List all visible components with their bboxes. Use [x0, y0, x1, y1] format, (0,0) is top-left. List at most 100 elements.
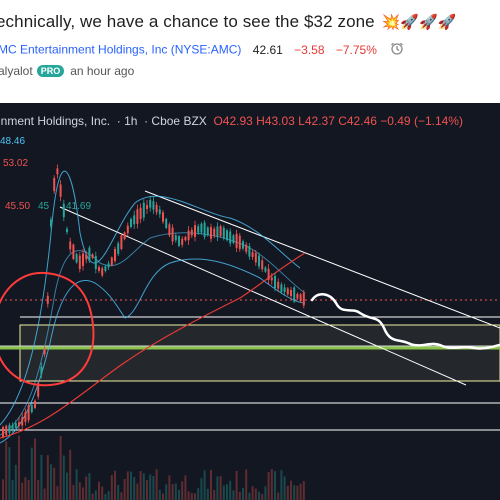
- symbol-link[interactable]: (NYSE:AMC): [170, 42, 242, 57]
- volume-bar: [190, 493, 193, 500]
- ticker-line: MC Entertainment Holdings, Inc (NYSE:AMC…: [0, 42, 404, 59]
- volume-bar: [149, 474, 152, 500]
- volume-bar: [235, 470, 238, 500]
- post-title: echnically, we have a chance to see the …: [0, 12, 457, 32]
- candle-body: [206, 227, 209, 236]
- volume-bar: [120, 492, 123, 500]
- volume-bar: [146, 480, 148, 500]
- volume-bar: [78, 482, 81, 500]
- candle-body: [152, 201, 155, 210]
- candle-body: [37, 382, 40, 397]
- volume-bar: [158, 489, 161, 500]
- candle-body: [158, 209, 161, 215]
- volume-bar: [85, 476, 88, 500]
- candle-body: [85, 254, 88, 260]
- volume-bar: [290, 480, 292, 500]
- volume-bar: [69, 449, 72, 500]
- candle-body: [168, 224, 171, 236]
- volume-bar: [142, 473, 145, 500]
- volume-bar: [66, 472, 68, 500]
- volume-bar: [251, 486, 254, 500]
- candle-body: [136, 209, 139, 224]
- volume-bar: [254, 488, 257, 500]
- channel-upper-line[interactable]: [144, 190, 500, 329]
- legend-interval[interactable]: 1h: [124, 114, 138, 128]
- company-link[interactable]: MC Entertainment Holdings, Inc (NYSE:AMC…: [0, 42, 242, 57]
- volume-bar: [123, 478, 126, 500]
- projection-path[interactable]: [310, 293, 500, 350]
- indicator-value-label: 48.46: [0, 136, 26, 147]
- volume-bar: [30, 447, 33, 500]
- volume-bar: [56, 486, 59, 500]
- volume-bar: [178, 489, 180, 500]
- volume-bar: [94, 490, 97, 500]
- volume-bar: [162, 493, 164, 500]
- candle-body: [267, 268, 270, 280]
- candle-body: [190, 229, 193, 236]
- volume-bar: [136, 483, 139, 500]
- candle-body: [213, 228, 216, 236]
- volume-bar: [75, 469, 78, 500]
- volume-bar: [91, 493, 94, 500]
- volume-bar: [8, 447, 11, 500]
- volume-bar: [168, 475, 171, 500]
- candle-body: [18, 422, 20, 426]
- candle-body: [34, 400, 36, 408]
- volume-bar: [37, 479, 40, 500]
- candle-body: [232, 235, 235, 244]
- candle-body: [178, 236, 180, 246]
- candle-body: [171, 227, 174, 242]
- author-name[interactable]: alyalot: [0, 64, 33, 78]
- clock-icon[interactable]: [390, 42, 404, 59]
- price-change: −3.58: [294, 42, 325, 57]
- volume-bar: [261, 493, 264, 500]
- candle-body: [146, 205, 148, 209]
- candle-body: [261, 260, 264, 270]
- chart-area[interactable]: inment Holdings, Inc. · 1h · Cboe BZX O4…: [0, 103, 500, 500]
- annotation-red-circle[interactable]: [0, 271, 95, 387]
- volume-bar: [296, 485, 299, 500]
- volume-bar: [229, 480, 232, 500]
- candle-body: [46, 295, 49, 304]
- volume-bar: [216, 476, 219, 500]
- candle-body: [24, 412, 27, 422]
- volume-bar: [88, 473, 91, 500]
- candle-body: [219, 226, 222, 237]
- chart-canvas: [0, 164, 500, 500]
- volume-bar: [219, 476, 222, 500]
- moving-average-red: [0, 252, 306, 439]
- volume-bar: [107, 491, 110, 500]
- volume-bar: [238, 491, 241, 500]
- candle-body: [264, 267, 267, 272]
- candle-body: [194, 225, 196, 237]
- volume-bar: [14, 464, 17, 500]
- candle-body: [2, 427, 4, 437]
- volume-series: [2, 435, 305, 500]
- post-time: an hour ago: [70, 64, 135, 78]
- volume-bar: [210, 469, 212, 500]
- volume-bar: [114, 470, 116, 500]
- volume-bar: [302, 481, 305, 500]
- legend-ohlc: O42.93 H43.03 L42.37 C42.46 −0.49 (−1.14…: [213, 114, 463, 128]
- candle-body: [72, 244, 75, 260]
- volume-bar: [62, 455, 65, 500]
- candle-body: [66, 228, 68, 233]
- volume-bar: [18, 435, 20, 500]
- candle-body: [69, 241, 72, 250]
- candle-body: [299, 294, 302, 302]
- bollinger-lower: [0, 258, 306, 444]
- volume-bar: [110, 475, 113, 500]
- candle-body: [142, 202, 145, 218]
- candle-body: [245, 244, 248, 252]
- channel-lower-line[interactable]: [59, 206, 467, 386]
- volume-bar: [187, 491, 190, 500]
- candle-body: [91, 254, 94, 258]
- candle-body: [174, 235, 177, 241]
- candle-body: [286, 288, 289, 295]
- candle-body: [210, 227, 212, 239]
- legend-symbol-name: inment Holdings, Inc.: [0, 114, 111, 128]
- candle-body: [43, 348, 46, 355]
- volume-bar: [130, 471, 132, 500]
- price-zone-box[interactable]: [19, 324, 500, 382]
- chart-legend: inment Holdings, Inc. · 1h · Cboe BZX O4…: [0, 114, 463, 128]
